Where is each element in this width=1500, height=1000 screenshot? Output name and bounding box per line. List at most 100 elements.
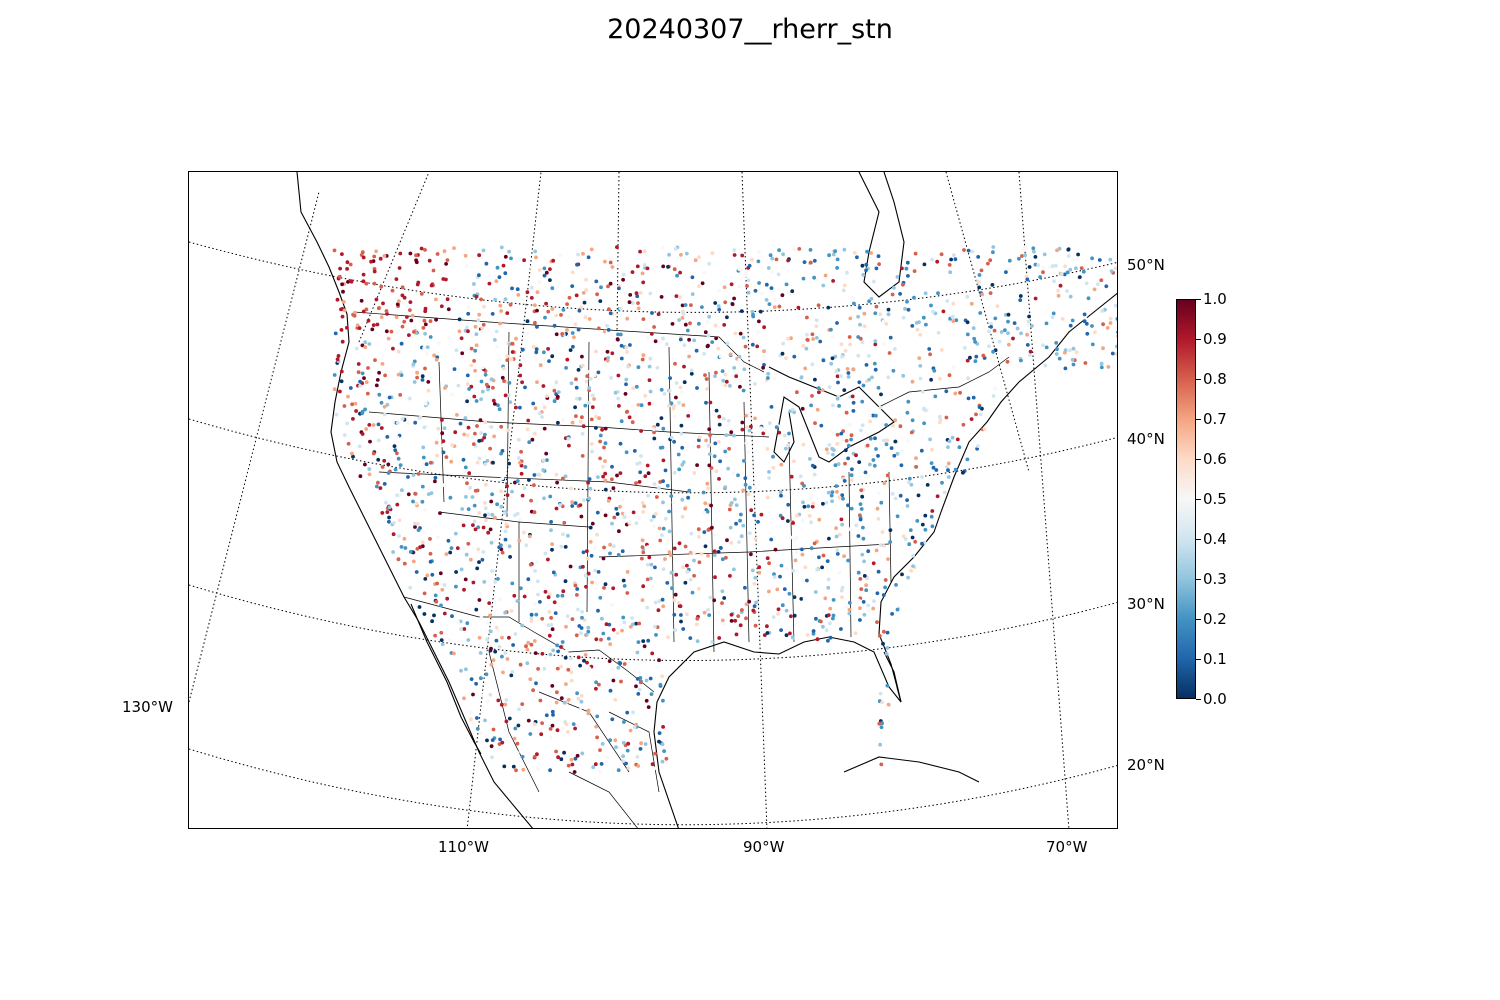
station-point: [479, 397, 483, 401]
station-point: [495, 265, 500, 270]
station-point: [608, 311, 613, 316]
station-point: [552, 600, 557, 605]
station-point: [741, 488, 746, 493]
station-point: [953, 467, 958, 472]
station-point: [465, 399, 469, 404]
station-point: [895, 451, 900, 456]
station-point: [825, 559, 830, 563]
station-point: [580, 615, 584, 620]
station-point: [522, 530, 526, 535]
station-point: [606, 328, 611, 332]
station-point: [586, 400, 591, 405]
station-point: [616, 396, 621, 401]
station-point: [462, 432, 467, 437]
station-point: [560, 593, 565, 598]
station-point: [903, 537, 908, 541]
station-point: [452, 651, 456, 656]
station-point: [1058, 283, 1063, 288]
station-point: [526, 718, 531, 723]
station-point: [784, 446, 788, 451]
station-point: [565, 328, 569, 332]
station-point: [836, 380, 840, 385]
station-point: [989, 325, 993, 329]
station-point: [750, 568, 755, 573]
station-point: [561, 308, 566, 312]
station-point: [608, 688, 613, 693]
station-point: [611, 586, 616, 591]
station-point: [356, 362, 361, 366]
station-point: [871, 458, 876, 462]
station-point: [694, 622, 699, 627]
station-point: [595, 735, 599, 740]
meridian-70w: [1018, 172, 1070, 828]
station-point: [371, 423, 376, 427]
station-point: [738, 378, 743, 383]
station-point: [513, 480, 517, 485]
station-point: [788, 535, 793, 540]
station-point: [680, 497, 685, 502]
station-point: [761, 365, 765, 370]
station-point: [438, 571, 443, 576]
station-point: [465, 382, 470, 386]
station-point: [589, 417, 594, 422]
station-point: [840, 585, 845, 590]
station-point: [1100, 309, 1105, 313]
station-point: [961, 470, 965, 475]
station-point: [483, 420, 488, 425]
station-point: [497, 358, 502, 362]
station-point: [906, 480, 911, 485]
station-point: [858, 322, 862, 327]
station-point: [543, 551, 548, 556]
station-point: [483, 501, 487, 505]
station-point: [847, 611, 852, 616]
station-point: [862, 324, 867, 329]
station-point: [594, 349, 598, 354]
station-point: [572, 335, 576, 340]
station-point: [479, 431, 483, 435]
station-point: [594, 411, 599, 415]
station-point: [1071, 258, 1075, 262]
station-point: [423, 366, 427, 371]
station-point: [1116, 334, 1117, 338]
station-point: [546, 623, 551, 628]
lon-label-130w: 130°W: [122, 698, 173, 716]
colorbar-tick-label: 0.0: [1203, 690, 1227, 708]
station-point: [913, 539, 918, 544]
station-point: [739, 534, 744, 539]
station-point: [778, 574, 782, 579]
station-point: [950, 315, 955, 320]
station-point: [633, 745, 637, 749]
station-point: [569, 678, 574, 683]
station-point: [856, 534, 861, 538]
station-point: [860, 552, 865, 557]
station-point: [489, 499, 494, 504]
station-point: [340, 314, 345, 319]
station-point: [1110, 351, 1115, 356]
station-point: [1028, 353, 1032, 357]
station-point: [859, 488, 864, 493]
station-point: [976, 255, 981, 259]
station-point: [842, 388, 847, 392]
station-point: [687, 488, 692, 493]
station-point: [830, 335, 835, 339]
station-point: [345, 421, 349, 426]
station-point: [474, 294, 479, 299]
station-point: [424, 462, 429, 467]
station-point: [695, 616, 700, 621]
station-point: [1025, 277, 1030, 282]
station-point: [423, 248, 427, 252]
station-point: [423, 508, 427, 512]
station-point: [598, 456, 602, 461]
station-point: [766, 371, 771, 376]
station-point: [459, 336, 464, 341]
station-point: [603, 464, 608, 469]
station-point: [1031, 246, 1036, 251]
station-point: [466, 507, 471, 511]
station-point: [674, 572, 679, 577]
station-point: [613, 738, 618, 743]
station-point: [608, 281, 613, 286]
station-point: [966, 376, 970, 381]
station-point: [554, 700, 559, 705]
station-point: [901, 282, 905, 287]
station-point: [391, 532, 396, 537]
